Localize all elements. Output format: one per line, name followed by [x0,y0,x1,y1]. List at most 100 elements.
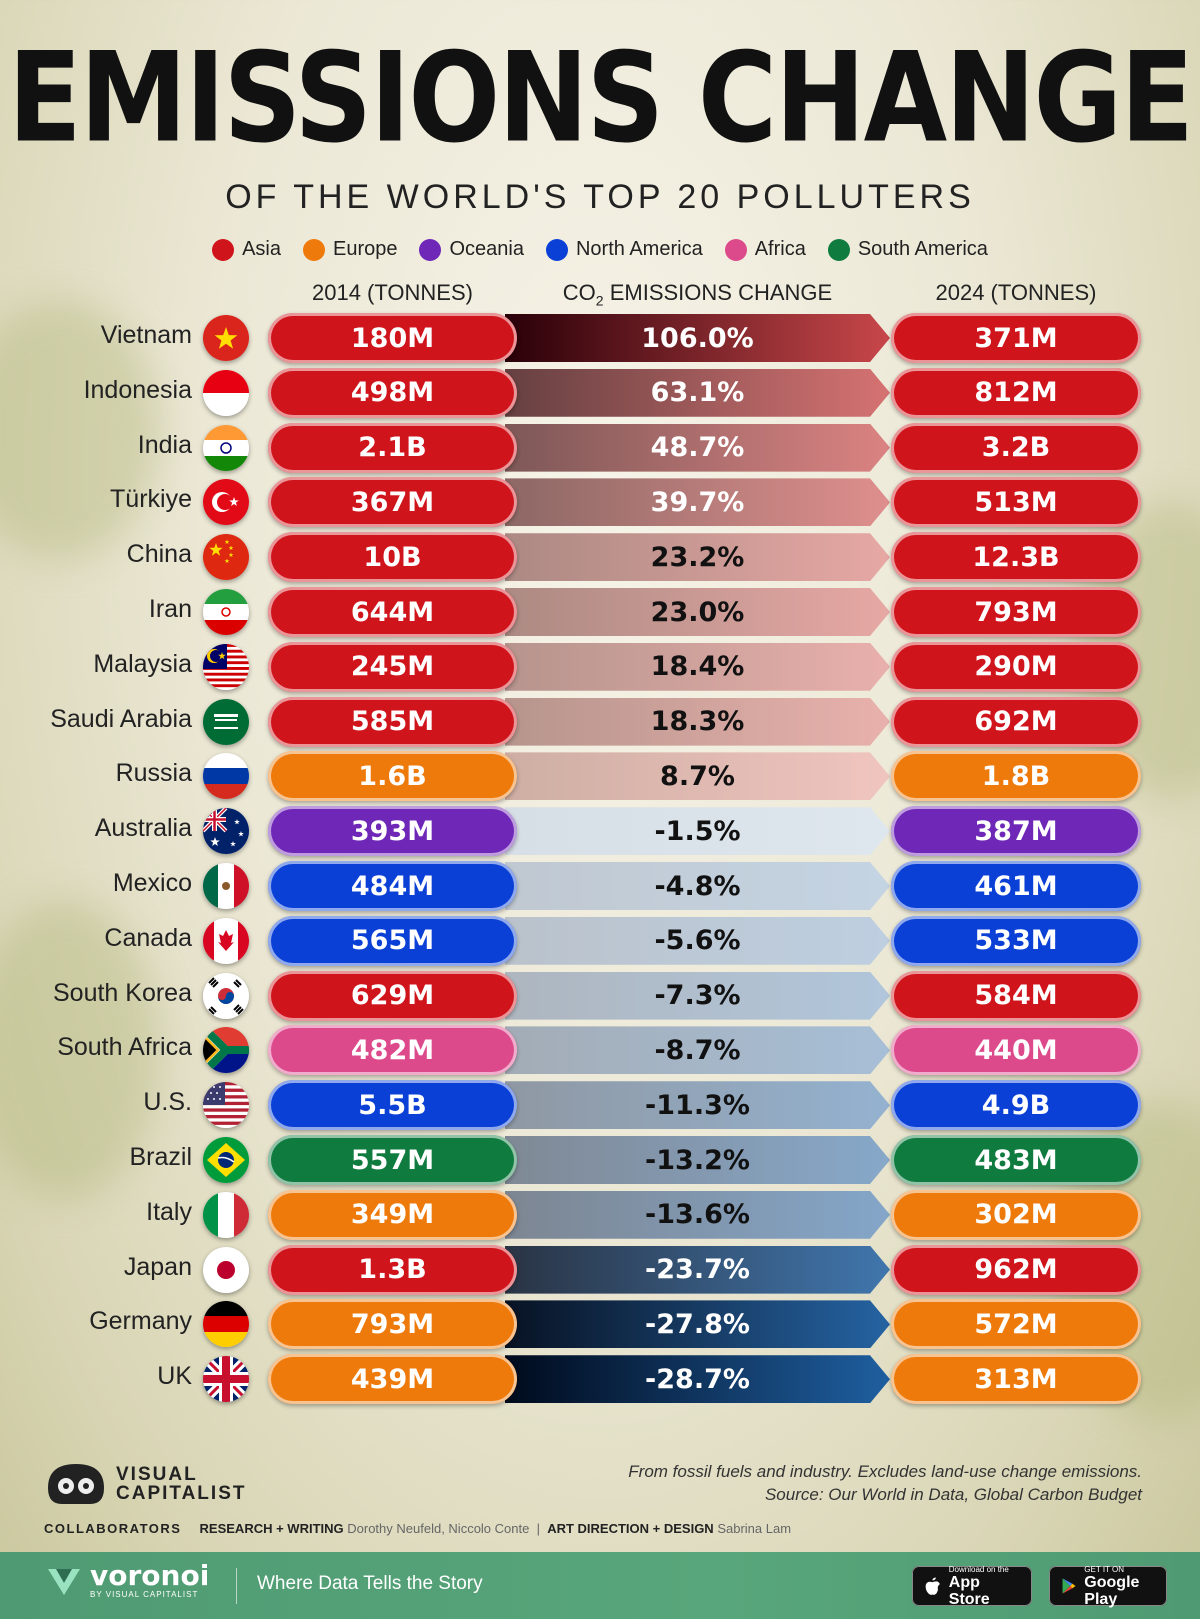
south-africa-flag-icon [203,1027,249,1074]
footer-divider [236,1568,237,1604]
table-row: Vietnam 106.0% 180M 371M [0,313,1200,363]
japan-flag-icon [203,1246,249,1293]
change-value: -7.3% [654,980,741,1012]
visual-capitalist-logo: VISUAL CAPITALIST [44,1460,246,1508]
value-2014-pill: 565M [268,915,517,966]
country-name: South Africa [57,1033,192,1062]
country-name: China [126,540,192,569]
change-arrow: 106.0% [505,314,890,362]
value-2014-pill: 10B [268,532,517,583]
change-arrow: -5.6% [505,916,890,965]
value-2014-pill: 349M [268,1189,517,1240]
table-row: U.S. -11.3% 5.5B 4.9B [0,1080,1200,1131]
chart-subtitle: OF THE WORLD'S TOP 20 POLLUTERS [225,178,975,216]
value-2014-pill: 439M [268,1354,517,1405]
table-row: Brazil -13.2% 557M 483M [0,1135,1200,1185]
australia-flag-icon [203,808,249,855]
chart-title: EMISSIONS CHANGE [8,26,1194,171]
change-arrow: 48.7% [505,423,890,472]
legend-item: Europe [302,238,397,261]
change-value: 106.0% [641,322,754,354]
change-arrow: -23.7% [505,1245,890,1294]
change-value: 8.7% [660,760,735,792]
value-2024-pill: 513M [891,477,1141,528]
app-store-label: App Store [948,1573,990,1608]
value-2024-pill: 692M [891,696,1141,747]
value-2024-pill: 1.8B [891,751,1141,802]
change-value: -8.7% [654,1034,741,1066]
google-play-button[interactable]: GET IT ON Google Play [1049,1565,1167,1608]
value-2014-pill: 793M [268,1299,517,1350]
value-2014-pill: 482M [268,1025,517,1076]
china-flag-icon [203,534,249,581]
value-2014-pill: 557M [268,1135,517,1185]
country-name: Japan [123,1252,192,1281]
voronoi-byline: BY VISUAL CAPITALIST [90,1590,199,1599]
table-row: Canada -5.6% 565M 533M [0,915,1200,966]
value-2024-pill: 962M [891,1244,1141,1295]
apple-icon [925,1577,940,1595]
change-arrow: -8.7% [505,1026,890,1075]
voronoi-logo[interactable]: voronoi BY VISUAL CAPITALIST [46,1562,209,1599]
country-name: Iran [148,595,192,623]
design-names: Sabrina Lam [717,1521,792,1536]
background-foliage [0,900,160,1200]
country-name: Russia [115,759,192,788]
table-row: Indonesia 63.1% 498M 812M [0,367,1200,418]
legend-swatch [724,238,747,261]
change-value: 18.3% [650,706,745,738]
change-value: 48.7% [650,432,745,464]
country-name: U.S. [143,1088,192,1117]
country-name: Germany [89,1307,192,1336]
legend: Asia Europe Oceania North America Africa Sout… [0,238,1200,261]
change-arrow: 39.7% [505,478,890,527]
collaborators-label: COLLABORATORS [44,1521,182,1536]
table-row: Germany -27.8% 793M 572M [0,1299,1200,1350]
credits-separator: | [536,1521,540,1536]
app-store-button[interactable]: Download on the App Store [912,1564,1032,1608]
value-2024-pill: 4.9B [891,1080,1141,1131]
change-header-prefix: CO [562,280,596,305]
change-header-subscript: 2 [595,292,604,309]
italy-flag-icon [203,1191,249,1238]
country-name: Indonesia [83,375,192,404]
voronoi-wordmark: voronoi [90,1559,210,1592]
legend-swatch [419,238,442,261]
change-value: 63.1% [650,377,745,409]
malaysia-flag-icon [203,643,249,690]
change-value: 18.4% [650,651,745,683]
footer-bar: voronoi BY VISUAL CAPITALIST Where Data … [0,1552,1200,1619]
google-play-icon [1062,1578,1076,1594]
visual-capitalist-wordmark: VISUAL CAPITALIST [116,1465,246,1503]
indonesia-flag-icon [203,369,249,416]
column-header-2024: 2024 (TONNES) [935,280,1097,305]
change-value: -23.7% [645,1254,750,1286]
change-value: -4.8% [654,870,741,902]
legend-item: South America [827,238,988,261]
legend-swatch [212,238,235,261]
country-name: Türkiye [110,485,192,514]
table-row: Mexico -4.8% 484M 461M [0,861,1200,911]
russia-flag-icon [203,753,249,800]
table-row: Saudi Arabia 18.3% 585M 692M [0,696,1200,747]
table-row: India 48.7% 2.1B 3.2B [0,422,1200,473]
turkiye-flag-icon [203,479,249,526]
column-header-change: CO2 EMISSIONS CHANGE [505,280,890,308]
value-2024-pill: 572M [891,1299,1141,1350]
value-2024-pill: 461M [891,861,1141,911]
mexico-flag-icon [203,863,249,909]
change-arrow: 18.3% [505,697,890,746]
india-flag-icon [203,424,249,471]
design-label: ART DIRECTION + DESIGN [547,1521,714,1536]
change-arrow: -4.8% [505,862,890,910]
value-2014-pill: 629M [268,970,517,1021]
change-arrow: 8.7% [505,752,890,801]
note-line-1: From fossil fuels and industry. Excludes… [628,1462,1142,1481]
app-store-small-text: Download on the [948,1564,1009,1574]
country-name: Saudi Arabia [50,704,192,733]
value-2014-pill: 180M [268,313,517,363]
brazil-flag-icon [203,1137,249,1183]
change-value: -11.3% [645,1089,750,1121]
value-2024-pill: 533M [891,915,1141,966]
table-row: China 23.2% 10B 12.3B [0,532,1200,583]
